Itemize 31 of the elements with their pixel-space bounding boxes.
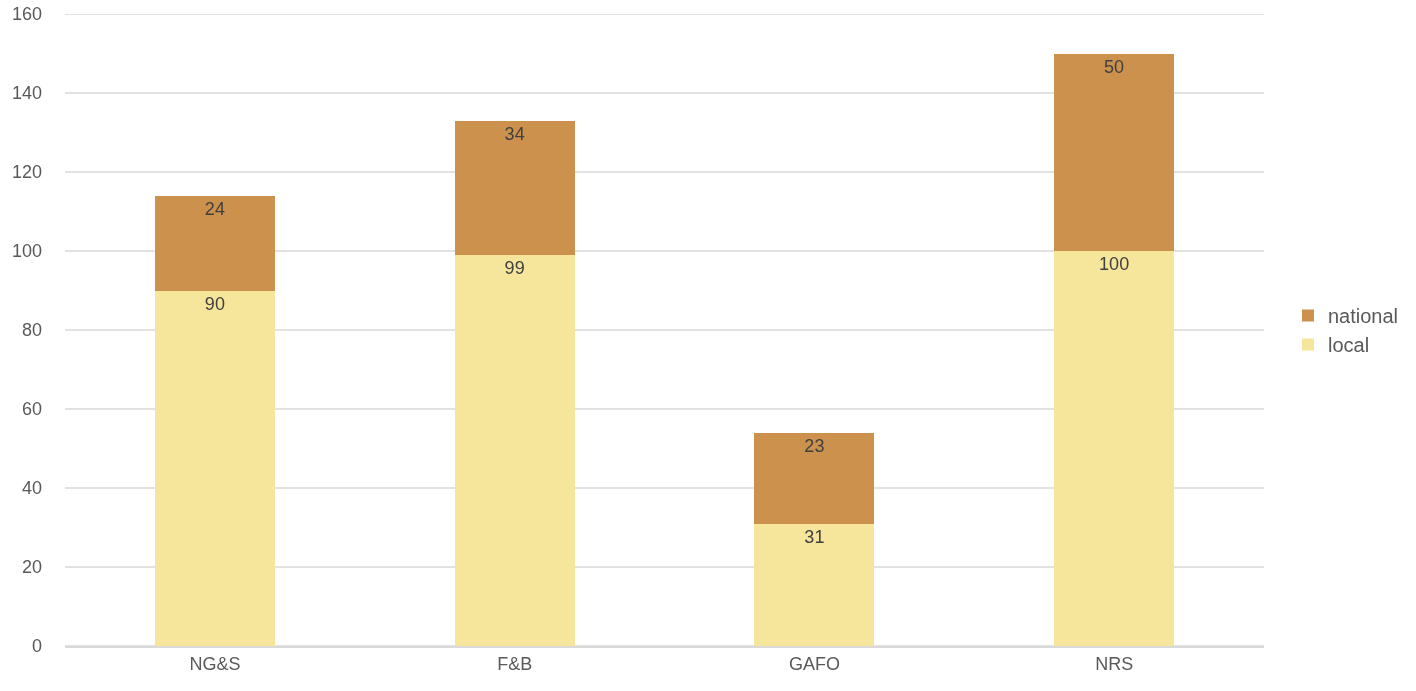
y-tick-label: 140 xyxy=(11,83,42,104)
bar xyxy=(454,120,575,255)
legend-label: local xyxy=(1327,334,1370,357)
data-label: 90 xyxy=(204,293,225,314)
bar xyxy=(154,290,275,646)
data-label: 24 xyxy=(204,198,225,219)
y-tick-label: 60 xyxy=(21,399,42,420)
x-tick-label: NG&S xyxy=(189,653,241,674)
y-tick-label: 20 xyxy=(21,557,42,578)
y-tick-label: 100 xyxy=(11,241,42,262)
bar xyxy=(1054,53,1175,251)
data-label: 23 xyxy=(804,435,825,456)
data-label: 50 xyxy=(1104,56,1125,77)
data-label: 100 xyxy=(1099,254,1130,274)
legend-label: national xyxy=(1327,305,1399,328)
bar xyxy=(154,195,275,291)
bar xyxy=(754,432,875,524)
data-label: 31 xyxy=(804,526,825,547)
y-tick-label: 80 xyxy=(21,320,42,341)
y-tick-label: 160 xyxy=(11,4,42,25)
x-tick-label: NRS xyxy=(1095,653,1134,674)
y-tick-label: 120 xyxy=(11,162,42,183)
x-tick-label: GAFO xyxy=(788,653,840,674)
bar xyxy=(754,523,875,646)
bar xyxy=(454,254,575,646)
data-label: 99 xyxy=(504,257,525,278)
y-tick-label: 40 xyxy=(21,478,42,499)
data-label: 34 xyxy=(504,123,525,144)
bar xyxy=(1054,251,1175,646)
y-tick-label: 0 xyxy=(31,636,42,657)
x-tick-label: F&B xyxy=(497,653,533,674)
